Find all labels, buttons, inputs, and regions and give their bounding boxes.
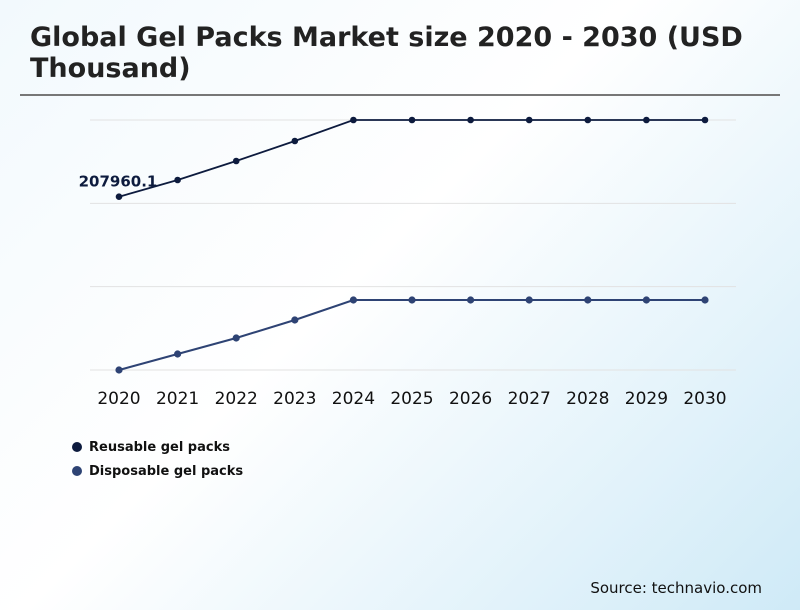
data-point	[525, 296, 533, 304]
series-line	[118, 299, 705, 371]
data-point	[584, 116, 592, 124]
data-point	[291, 316, 299, 324]
title-divider	[20, 94, 780, 96]
legend-label: Disposable gel packs	[89, 463, 244, 479]
x-tick-label: 2026	[449, 389, 492, 409]
x-tick-label: 2030	[683, 389, 726, 409]
x-tick-label: 2021	[156, 389, 199, 409]
data-point	[642, 296, 651, 304]
data-point	[174, 176, 181, 184]
x-tick-label: 2023	[273, 389, 316, 409]
source-note: Source: technavio.com	[590, 579, 762, 597]
data-point	[408, 116, 416, 124]
legend-item-reusable: Reusable gel packs	[72, 435, 243, 459]
data-point	[232, 334, 240, 342]
legend-dot	[72, 442, 82, 452]
data-point	[350, 116, 357, 124]
x-tick-label: 2025	[390, 389, 433, 409]
data-point	[115, 366, 123, 374]
data-point	[701, 116, 709, 124]
data-point	[232, 157, 240, 165]
legend-dot	[72, 466, 82, 476]
data-point	[701, 296, 709, 304]
data-label: 207960.1	[79, 173, 158, 191]
chart-title: Global Gel Packs Market size 2020 - 2030…	[30, 22, 743, 84]
legend-item-disposable: Disposable gel packs	[72, 459, 243, 483]
data-point	[174, 350, 182, 358]
data-point	[467, 116, 474, 124]
x-tick-label: 2024	[332, 389, 375, 409]
data-point	[349, 296, 357, 304]
legend-label: Reusable gel packs	[89, 439, 230, 455]
data-point	[115, 193, 123, 200]
series-line	[118, 119, 705, 198]
data-point	[584, 296, 592, 304]
data-point	[467, 296, 475, 304]
x-tick-label: 2022	[215, 389, 258, 409]
data-point	[291, 137, 299, 145]
x-tick-label: 2020	[97, 389, 140, 409]
legend: Reusable gel packs Disposable gel packs	[72, 435, 243, 483]
data-point	[643, 116, 650, 124]
data-point	[408, 296, 416, 304]
x-tick-label: 2028	[566, 389, 609, 409]
x-tick-label: 2027	[508, 389, 551, 409]
data-point	[525, 116, 533, 124]
x-tick-label: 2029	[625, 389, 668, 409]
